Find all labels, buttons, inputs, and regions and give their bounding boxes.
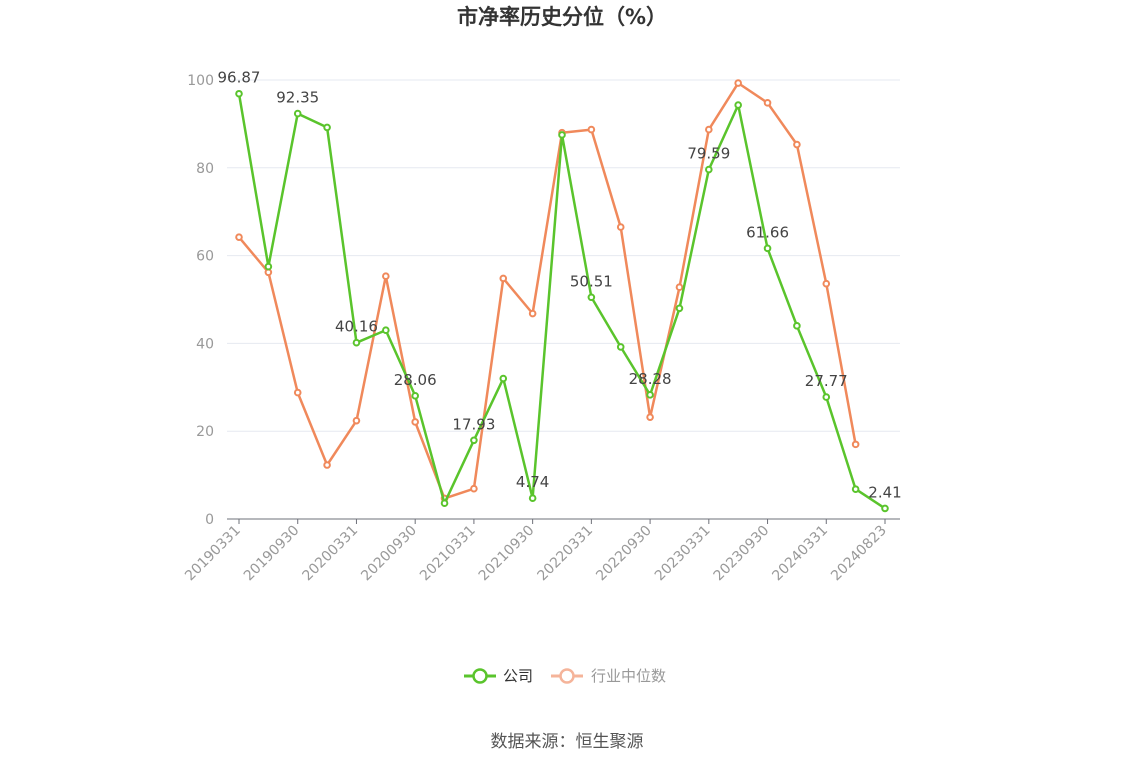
- legend-item-company[interactable]: 公司: [464, 667, 533, 685]
- company-data-label: 92.35: [276, 89, 319, 107]
- legend-industry-label: 行业中位数: [591, 667, 666, 685]
- company-point[interactable]: [440, 499, 449, 507]
- industry-point[interactable]: [763, 99, 772, 107]
- company-point[interactable]: [793, 322, 801, 330]
- industry-point[interactable]: [822, 279, 831, 288]
- company-point[interactable]: [558, 131, 566, 139]
- industry-point[interactable]: [499, 274, 508, 283]
- company-data-label: 79.59: [687, 145, 730, 163]
- y-tick-label: 0: [205, 512, 214, 528]
- industry-point[interactable]: [323, 461, 331, 469]
- company-point[interactable]: [352, 338, 361, 347]
- company-point[interactable]: [528, 494, 537, 502]
- x-tick-label: 20190331: [182, 523, 244, 585]
- industry-point[interactable]: [616, 223, 625, 231]
- industry-point[interactable]: [470, 484, 478, 493]
- x-tick-label: 20200930: [358, 523, 420, 585]
- y-axis-ticks: 0 20 40 60 80 100: [187, 73, 214, 528]
- industry-point[interactable]: [293, 388, 302, 397]
- industry-point[interactable]: [235, 233, 243, 241]
- y-tick-label: 60: [196, 249, 214, 265]
- x-tick-label: 20220930: [593, 523, 655, 585]
- company-data-label: 28.06: [394, 371, 437, 389]
- legend: 公司 行业中位数: [464, 667, 666, 685]
- legend-industry-marker: [559, 668, 575, 684]
- company-data-label: 2.41: [868, 483, 901, 501]
- grid-lines: [227, 79, 900, 432]
- company-point[interactable]: [587, 293, 596, 302]
- industry-point[interactable]: [382, 272, 390, 281]
- x-axis: 2019033120190930202003312020093020210331…: [182, 518, 900, 585]
- y-tick-label: 20: [196, 424, 214, 440]
- industry-point[interactable]: [734, 79, 742, 87]
- x-tick-label: 20210930: [476, 523, 538, 585]
- company-point[interactable]: [881, 504, 889, 513]
- x-tick-label: 20230930: [711, 523, 773, 585]
- company-point[interactable]: [763, 244, 772, 253]
- company-point[interactable]: [470, 436, 478, 445]
- industry-point[interactable]: [646, 413, 654, 421]
- industry-point[interactable]: [675, 283, 684, 292]
- legend-company-label: 公司: [503, 667, 533, 685]
- industry-point[interactable]: [793, 140, 801, 149]
- y-tick-label: 40: [196, 336, 214, 352]
- series-company: [235, 89, 889, 513]
- company-data-label: 4.74: [516, 473, 549, 491]
- company-data-label: 61.66: [746, 223, 789, 241]
- x-tick-label: 20240823: [828, 523, 890, 585]
- company-data-label: 27.77: [805, 372, 848, 390]
- industry-point[interactable]: [411, 418, 419, 426]
- industry-point[interactable]: [851, 440, 860, 449]
- company-point[interactable]: [293, 109, 302, 118]
- company-point[interactable]: [646, 391, 654, 399]
- x-tick-label: 20190930: [241, 523, 303, 585]
- industry-line: [238, 81, 857, 500]
- company-point[interactable]: [705, 165, 713, 174]
- company-data-label: 28.28: [629, 370, 672, 388]
- x-tick-label: 20240331: [769, 523, 831, 585]
- legend-item-industry[interactable]: 行业中位数: [551, 667, 666, 685]
- company-point[interactable]: [675, 304, 684, 313]
- company-point[interactable]: [264, 262, 273, 271]
- data-labels: 96.87 92.35 40.16 28.06 17.93 4.74 50.51 28.28 7…: [218, 69, 902, 502]
- industry-point[interactable]: [528, 309, 537, 318]
- industry-point[interactable]: [705, 125, 713, 134]
- company-point[interactable]: [822, 393, 831, 401]
- x-tick-label: 20230331: [652, 523, 714, 585]
- company-line: [237, 93, 886, 510]
- series-industry-median: [235, 79, 860, 503]
- series-lines: [235, 79, 889, 513]
- company-point[interactable]: [851, 485, 860, 493]
- company-point[interactable]: [499, 374, 508, 383]
- company-point[interactable]: [235, 89, 243, 98]
- company-data-label: 40.16: [335, 318, 378, 336]
- company-data-label: 50.51: [570, 272, 613, 290]
- legend-company-marker: [472, 668, 488, 684]
- x-tick-label: 20210331: [417, 523, 479, 585]
- company-point[interactable]: [616, 343, 625, 351]
- y-tick-label: 80: [196, 161, 214, 177]
- company-point[interactable]: [382, 326, 390, 335]
- chart-title: 市净率历史分位（%）: [457, 5, 667, 29]
- industry-point[interactable]: [352, 416, 361, 425]
- y-tick-label: 100: [187, 73, 214, 89]
- company-point[interactable]: [734, 101, 742, 109]
- company-point[interactable]: [323, 123, 331, 132]
- x-tick-label: 20220331: [534, 523, 596, 585]
- source-note: 数据来源：恒生聚源: [491, 732, 644, 752]
- company-data-label: 96.87: [218, 69, 261, 87]
- industry-point[interactable]: [587, 125, 596, 134]
- company-data-label: 17.93: [452, 415, 495, 433]
- company-point[interactable]: [411, 392, 419, 400]
- x-tick-label: 20200331: [300, 523, 362, 585]
